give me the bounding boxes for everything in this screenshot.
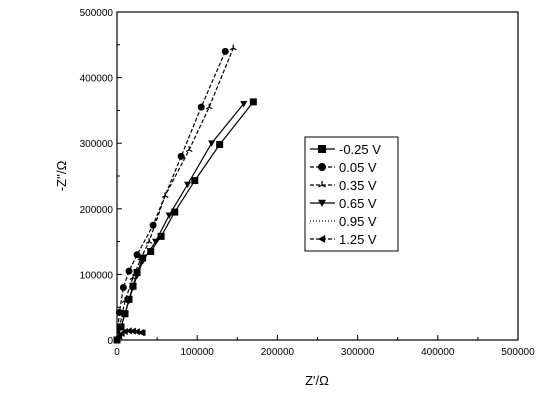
x-tick-label: 100000: [181, 347, 215, 358]
legend-item: -0.25 V: [310, 142, 381, 157]
y-tick-label: 400000: [80, 74, 114, 85]
data-point: [115, 308, 123, 316]
data-point: [216, 141, 224, 149]
x-tick-label: 400000: [421, 347, 455, 358]
data-point: [117, 324, 125, 331]
data-point: [119, 284, 127, 292]
data-point: [125, 267, 133, 275]
legend-marker: [318, 235, 326, 243]
data-point: [165, 212, 173, 219]
series-line: [116, 103, 245, 341]
data-point: [185, 146, 193, 153]
data-point: [177, 152, 185, 160]
legend-marker: [318, 181, 326, 188]
data-point: [139, 329, 146, 337]
data-point: [184, 181, 192, 189]
legend-label: 0.95 V: [339, 214, 377, 229]
legend: -0.25 V 0.05 V 0.35 V 0.65 V 0.95 V 1.25 V: [304, 136, 399, 252]
data-point: [208, 140, 216, 147]
y-tick-label: 500000: [80, 8, 114, 19]
x-tick-label: 200000: [261, 347, 295, 358]
data-point: [221, 47, 229, 55]
legend-label: 1.25 V: [339, 232, 377, 247]
data-point: [133, 268, 141, 276]
legend-item: 0.95 V: [310, 214, 377, 229]
data-point: [240, 101, 248, 108]
data-point: [133, 272, 141, 280]
data-point: [121, 297, 129, 303]
data-point: [249, 98, 257, 106]
y-axis-title: -Z''/Ω: [54, 160, 69, 191]
series-5: [113, 327, 146, 344]
legend-marker: [318, 199, 326, 207]
data-point: [229, 44, 237, 51]
data-point: [133, 328, 140, 336]
legend-marker: [318, 145, 326, 153]
series-line: [116, 47, 234, 341]
series-line: [116, 51, 226, 341]
data-point: [171, 208, 179, 216]
y-tick-label: 300000: [80, 139, 114, 150]
legend-item: 0.35 V: [310, 178, 377, 193]
data-point: [145, 238, 153, 244]
data-point: [157, 232, 165, 240]
series-line: [116, 101, 254, 341]
legend-label: 0.05 V: [339, 160, 377, 175]
data-point: [125, 327, 132, 335]
data-point: [139, 254, 147, 262]
legend-marker: [318, 163, 326, 171]
legend-item: 0.05 V: [310, 160, 377, 175]
legend-item: 1.25 V: [310, 232, 377, 247]
series-0: [113, 98, 257, 344]
y-tick-label: 100000: [80, 270, 114, 281]
data-point: [191, 177, 199, 185]
legend-box: [304, 136, 399, 252]
x-axis-title: Z'/Ω: [305, 373, 329, 388]
legend-label: 0.35 V: [339, 178, 377, 193]
data-point: [129, 327, 136, 335]
x-tick-label: 0: [114, 347, 120, 358]
data-point: [147, 247, 155, 255]
legend-label: -0.25 V: [339, 142, 381, 157]
x-tick-label: 500000: [501, 347, 535, 358]
data-point: [139, 258, 147, 265]
series-3: [113, 101, 248, 344]
legend-label: 0.65 V: [339, 196, 377, 211]
series-1: [113, 47, 229, 344]
x-tick-label: 300000: [341, 347, 375, 358]
axis-layer: 0 100000 200000 300000 400000 500000 0 100000 20…: [80, 8, 535, 358]
data-point: [133, 251, 141, 259]
legend-item: 0.65 V: [310, 196, 377, 211]
series-layer: [113, 44, 257, 344]
data-point: [205, 103, 213, 110]
data-point: [125, 297, 133, 305]
y-tick-label: 0: [107, 336, 113, 347]
data-point: [121, 310, 129, 318]
data-point: [129, 284, 137, 292]
data-point: [161, 192, 169, 198]
data-point: [151, 238, 159, 246]
data-point: [121, 327, 128, 335]
y-tick-label: 200000: [80, 205, 114, 216]
data-point: [197, 103, 205, 111]
